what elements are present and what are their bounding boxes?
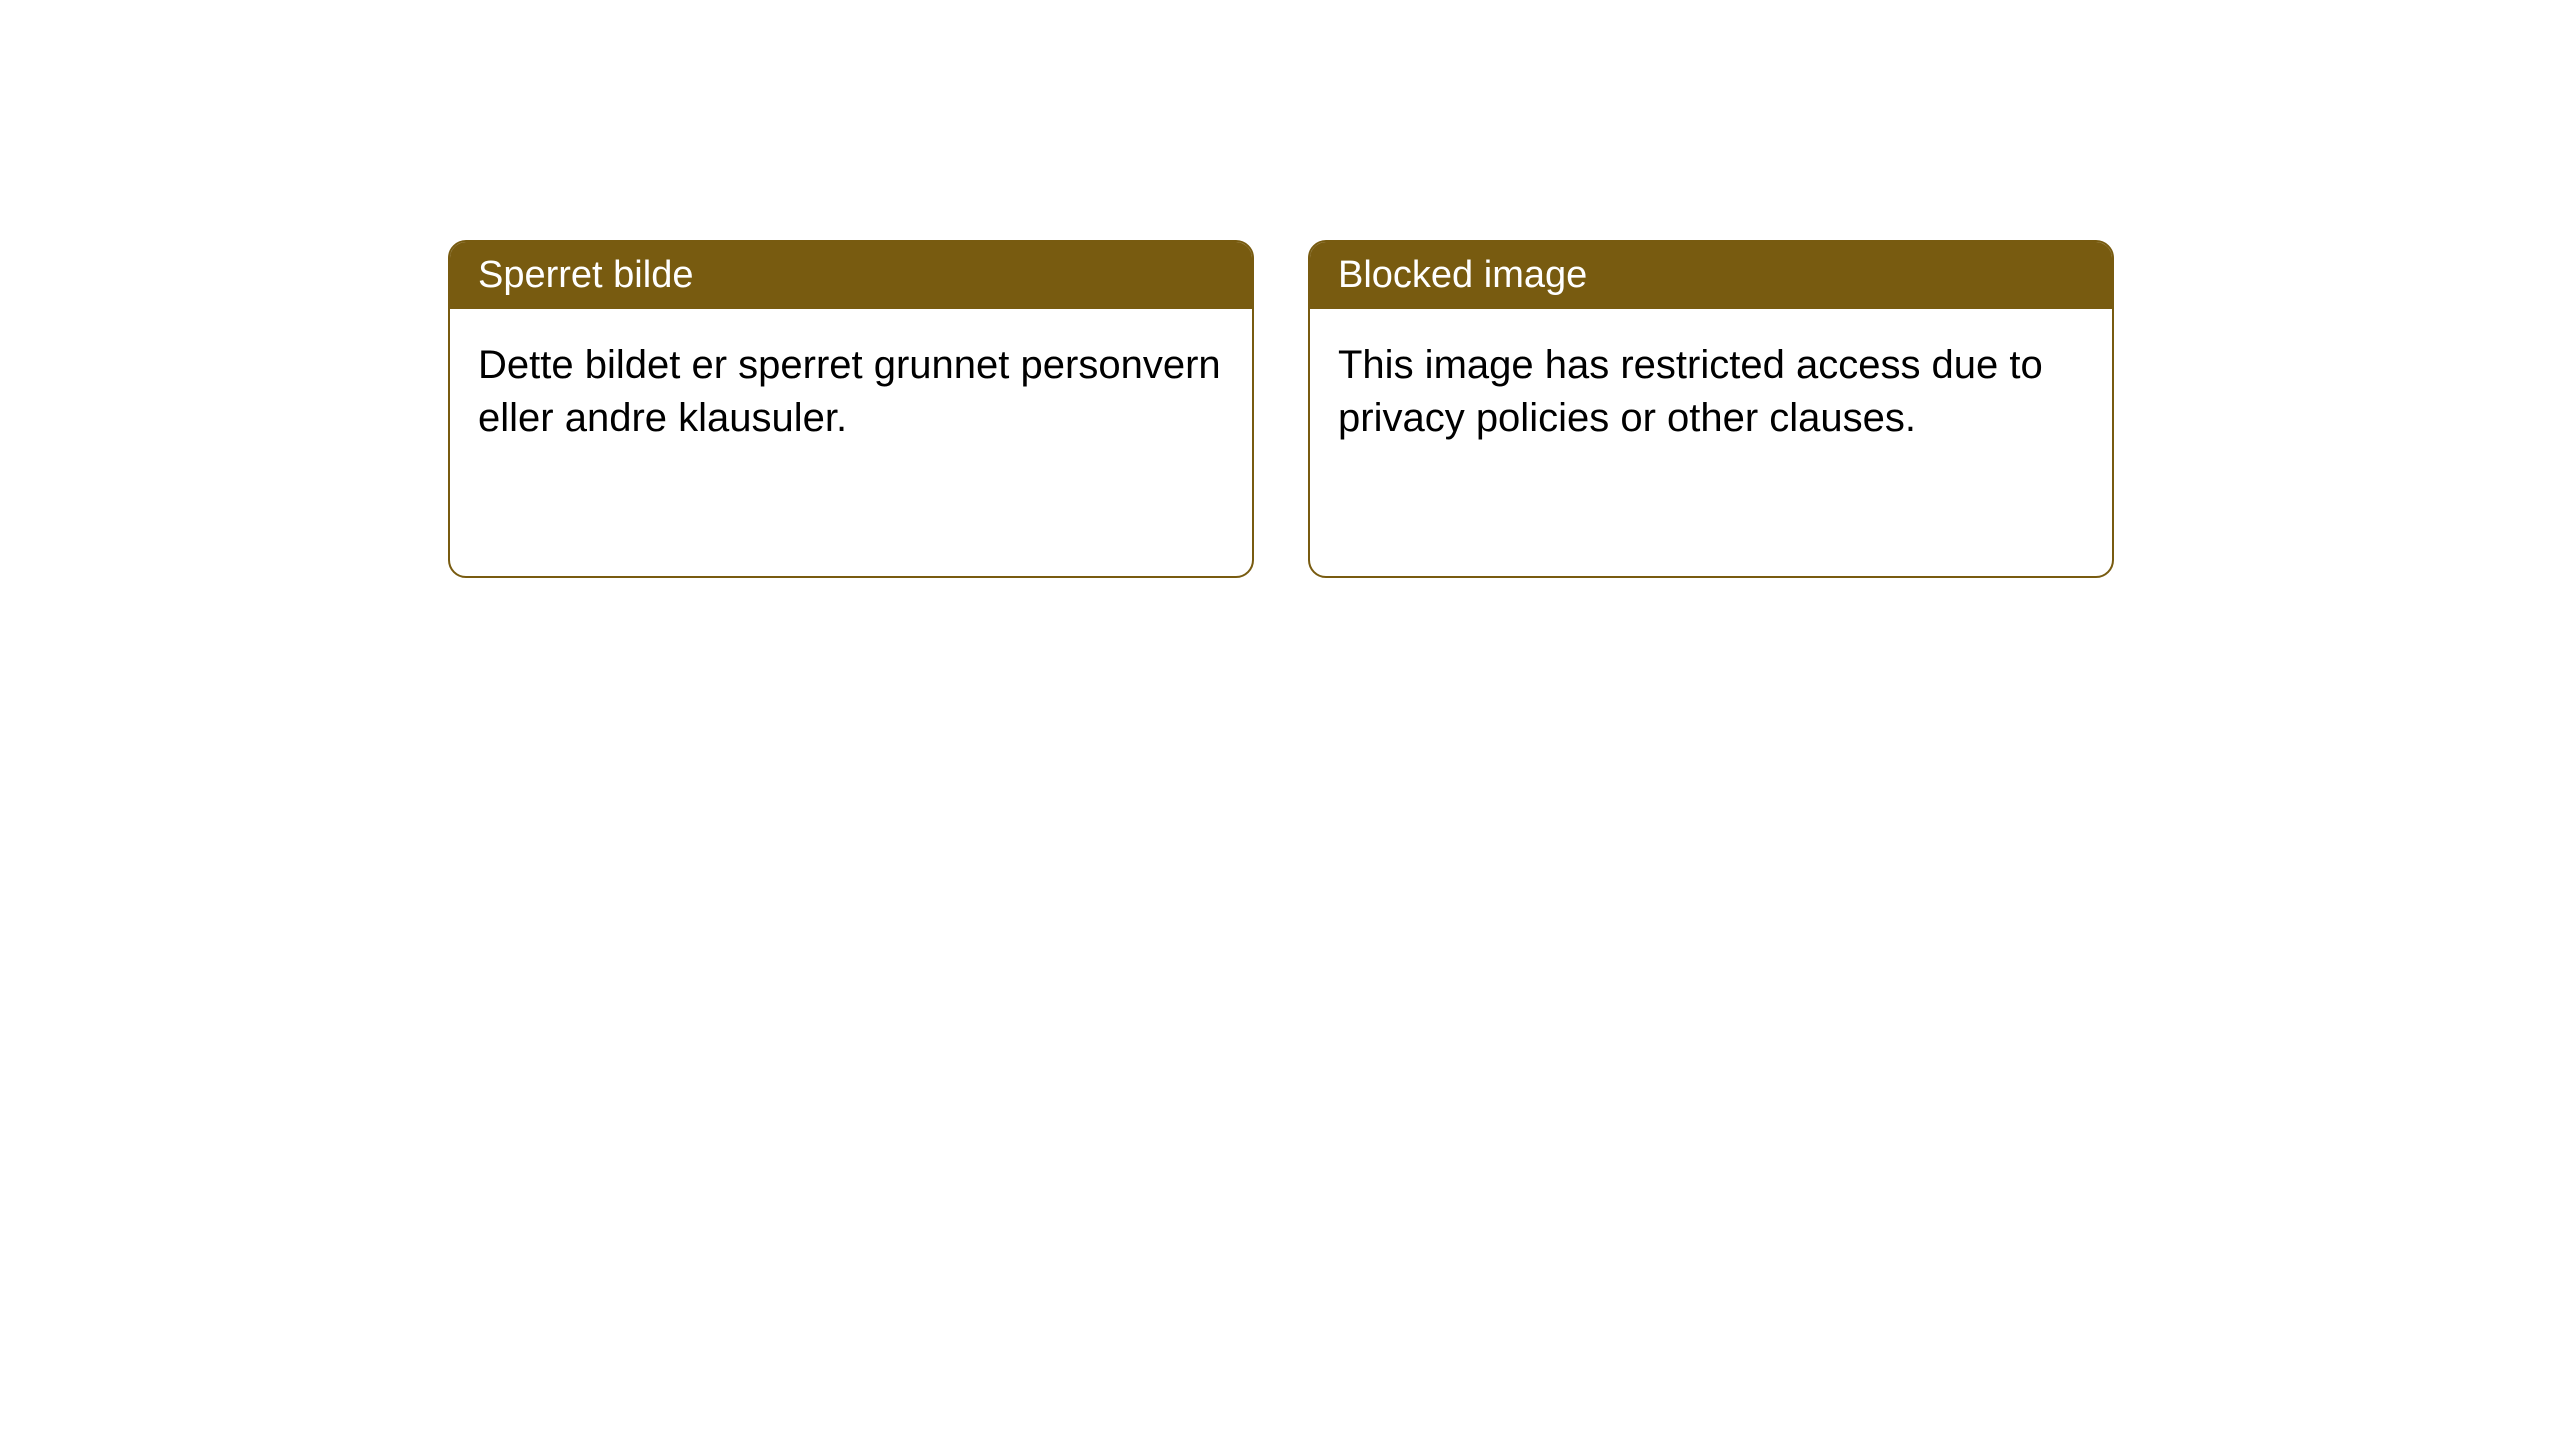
card-header-en: Blocked image — [1310, 242, 2112, 309]
card-title-en: Blocked image — [1338, 254, 1587, 296]
notice-container: Sperret bilde Dette bildet er sperret gr… — [448, 240, 2114, 578]
card-header-no: Sperret bilde — [450, 242, 1252, 309]
card-text-en: This image has restricted access due to … — [1338, 343, 2043, 440]
card-body-no: Dette bildet er sperret grunnet personve… — [450, 309, 1252, 475]
blocked-image-card-no: Sperret bilde Dette bildet er sperret gr… — [448, 240, 1254, 578]
card-title-no: Sperret bilde — [478, 254, 693, 296]
card-body-en: This image has restricted access due to … — [1310, 309, 2112, 475]
card-text-no: Dette bildet er sperret grunnet personve… — [478, 343, 1221, 440]
blocked-image-card-en: Blocked image This image has restricted … — [1308, 240, 2114, 578]
